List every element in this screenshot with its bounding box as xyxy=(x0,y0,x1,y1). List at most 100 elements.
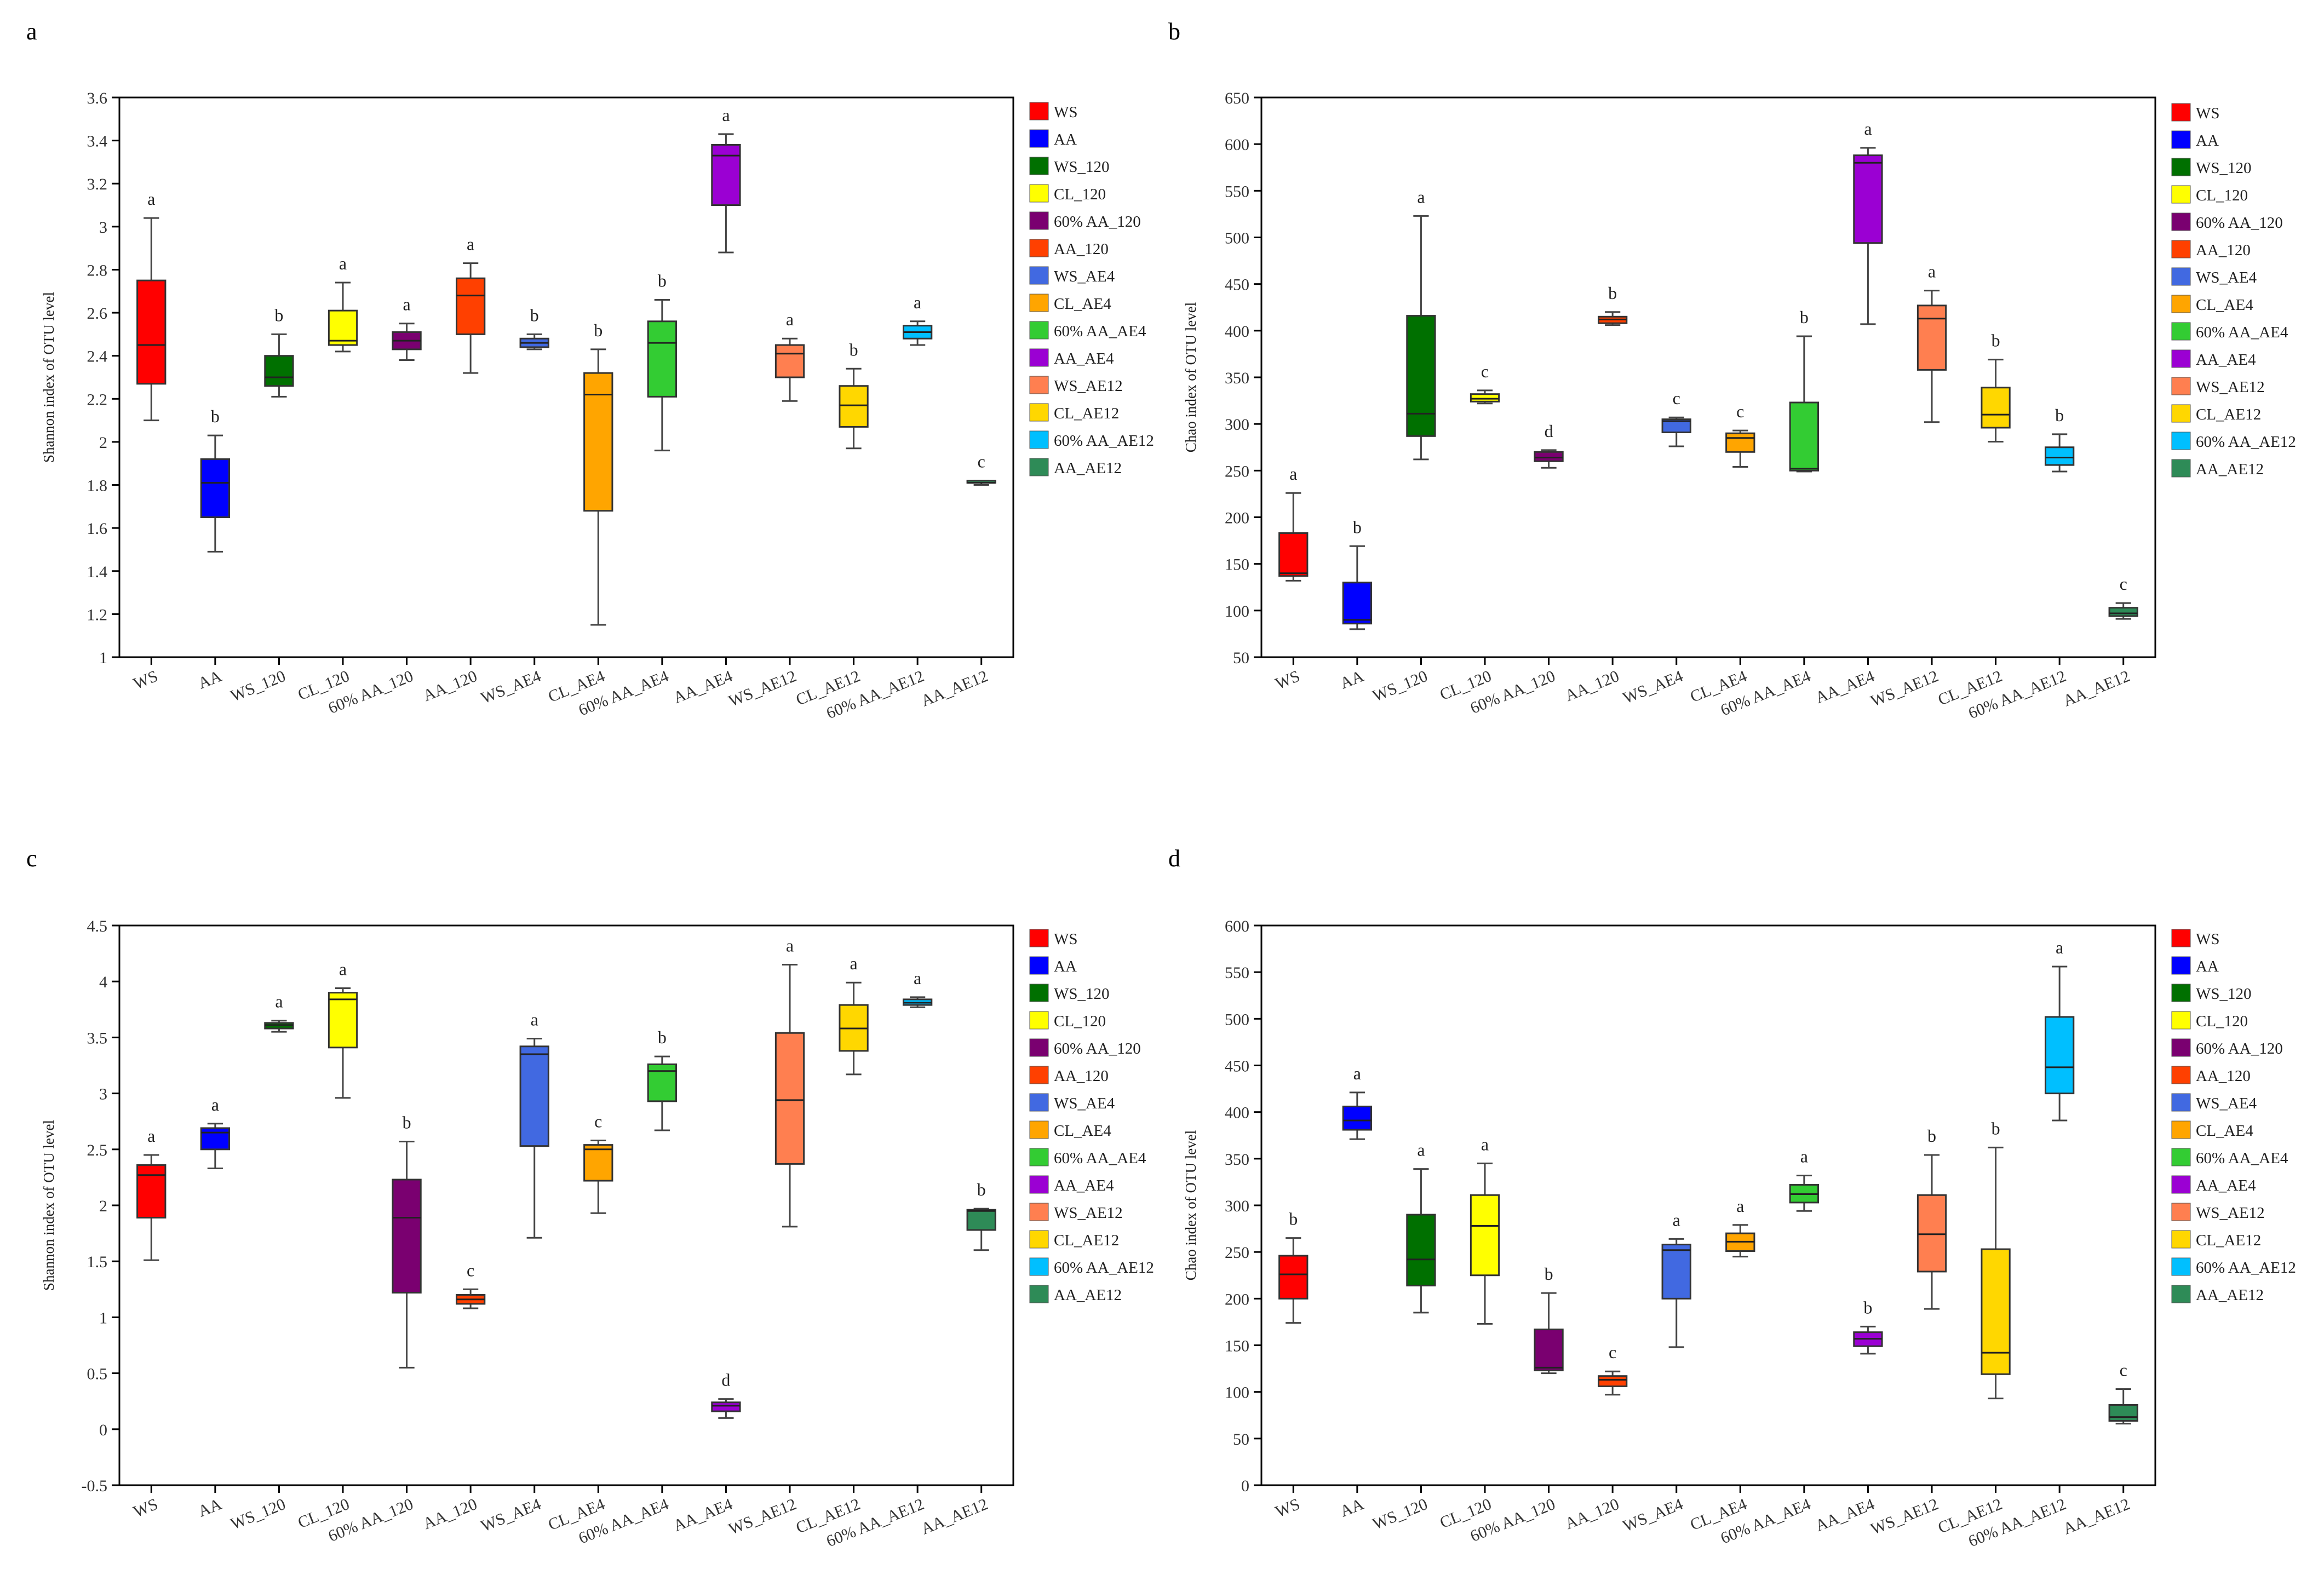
y-tick-label: 2.8 xyxy=(87,261,108,279)
legend-swatch xyxy=(1029,1203,1049,1221)
significance-letter: b xyxy=(1608,283,1617,303)
box-AA_AE12 xyxy=(2108,607,2138,617)
legend-swatch xyxy=(1029,956,1049,975)
significance-letter: b xyxy=(1863,1297,1872,1317)
legend-swatch xyxy=(2171,1257,2191,1276)
x-tick-label: WS_AE12 xyxy=(726,667,799,710)
panel-label-a: a xyxy=(26,18,37,45)
x-tick-label: WS_120 xyxy=(228,1495,288,1533)
y-tick-label: 500 xyxy=(1225,229,1249,248)
legend-label: 60% AA_120 xyxy=(2196,1040,2283,1057)
legend-label: CL_120 xyxy=(1054,1013,1106,1030)
legend-swatch xyxy=(2171,984,2191,1002)
legend-label: WS_120 xyxy=(1054,158,1110,176)
legend-label: AA_AE4 xyxy=(1054,350,1114,367)
legend-label: AA_120 xyxy=(2196,1067,2251,1085)
x-tick-label: AA_AE12 xyxy=(919,667,990,710)
significance-letter: b xyxy=(594,320,602,340)
legend-swatch xyxy=(2171,1066,2191,1084)
legend-swatch xyxy=(2171,404,2191,423)
legend-label: WS_AE12 xyxy=(1054,377,1123,395)
legend-label: AA_AE12 xyxy=(1054,459,1122,477)
box-WS xyxy=(1278,1255,1309,1300)
box-60% AA_AE12 xyxy=(2044,1016,2075,1095)
significance-letter: b xyxy=(2055,405,2064,425)
box-WS_120 xyxy=(1406,1214,1436,1286)
y-tick-label: 550 xyxy=(1225,182,1249,200)
legend-label: 60% AA_AE4 xyxy=(2196,324,2288,341)
y-tick-label: 1.5 xyxy=(87,1253,108,1271)
box-AA_120 xyxy=(1597,1375,1628,1387)
legend-swatch xyxy=(2171,158,2191,176)
legend-swatch xyxy=(1029,1285,1049,1303)
legend-label: CL_AE12 xyxy=(2196,1232,2261,1249)
box-WS_AE12 xyxy=(774,344,805,378)
box-WS_AE4 xyxy=(1661,418,1691,433)
y-tick-label: 250 xyxy=(1225,462,1249,480)
significance-letter: a xyxy=(1800,1146,1808,1166)
legend-swatch xyxy=(1029,1148,1049,1166)
legend-swatch xyxy=(2171,240,2191,258)
legend-label: WS_120 xyxy=(2196,159,2252,177)
significance-letter: c xyxy=(1736,401,1744,421)
box-AA xyxy=(1342,1105,1373,1131)
legend-swatch xyxy=(1029,321,1049,340)
significance-letter: a xyxy=(147,189,155,209)
legend-swatch xyxy=(2171,130,2191,149)
box-CL_120 xyxy=(1470,1194,1500,1277)
box-WS_AE4 xyxy=(1661,1244,1691,1300)
legend-swatch xyxy=(1029,1257,1049,1276)
y-tick-label: -0.5 xyxy=(82,1477,108,1495)
y-tick-label: 600 xyxy=(1225,917,1249,935)
legend-swatch xyxy=(1029,1066,1049,1084)
y-tick-label: 450 xyxy=(1225,276,1249,294)
box-AA_AE12 xyxy=(966,1209,996,1231)
y-tick-label: 4.5 xyxy=(87,917,108,935)
box-AA_AE4 xyxy=(1853,154,1883,244)
x-tick-label: WS_AE12 xyxy=(726,1495,799,1538)
legend-swatch xyxy=(2171,1148,2191,1166)
significance-letter: a xyxy=(1289,464,1297,484)
x-tick-label: WS_120 xyxy=(1370,667,1430,705)
y-tick-label: 2.2 xyxy=(87,390,108,409)
y-tick-label: 3.2 xyxy=(87,175,108,193)
box-AA xyxy=(200,458,231,518)
panel-label-b: b xyxy=(1168,18,1180,45)
significance-letter: a xyxy=(1353,1064,1361,1083)
y-tick-label: 550 xyxy=(1225,964,1249,982)
legend-label: AA_120 xyxy=(2196,242,2251,259)
y-tick-label: 150 xyxy=(1225,1337,1249,1355)
legend-swatch xyxy=(1029,102,1049,120)
significance-letter: d xyxy=(1545,421,1553,441)
significance-letter: b xyxy=(658,1027,667,1047)
x-tick-label: AA xyxy=(196,667,225,693)
legend-label: CL_AE4 xyxy=(2196,296,2253,314)
x-tick-label: AA xyxy=(196,1495,225,1521)
legend-swatch xyxy=(2171,1285,2191,1303)
significance-letter: d xyxy=(721,1370,730,1390)
legend-label: 60% AA_AE12 xyxy=(1054,432,1154,450)
x-tick-label: WS_120 xyxy=(228,667,288,705)
panel-label-c: c xyxy=(26,845,37,872)
legend-swatch xyxy=(1029,458,1049,476)
x-tick-label: WS xyxy=(131,1495,160,1521)
legend-label: WS_120 xyxy=(2196,985,2252,1003)
significance-letter: a xyxy=(722,105,730,125)
legend-swatch xyxy=(2171,929,2191,947)
significance-letter: c xyxy=(594,1111,602,1131)
y-tick-label: 2.4 xyxy=(87,348,108,366)
box-60% AA_120 xyxy=(1534,451,1564,462)
y-tick-label: 100 xyxy=(1225,1384,1249,1402)
legend-label: 60% AA_AE12 xyxy=(2196,433,2296,451)
y-tick-label: 2 xyxy=(99,1197,107,1215)
legend-swatch xyxy=(1029,1120,1049,1139)
legend-label: 60% AA_AE4 xyxy=(2196,1149,2288,1167)
legend-label: CL_120 xyxy=(2196,1013,2248,1030)
legend-swatch xyxy=(2171,1203,2191,1221)
legend-swatch xyxy=(2171,1230,2191,1249)
y-tick-label: 400 xyxy=(1225,1104,1249,1122)
significance-letter: a xyxy=(275,992,283,1011)
legend-label: WS_120 xyxy=(1054,985,1110,1003)
box-AA xyxy=(200,1127,231,1151)
y-tick-label: 3.4 xyxy=(87,133,108,151)
